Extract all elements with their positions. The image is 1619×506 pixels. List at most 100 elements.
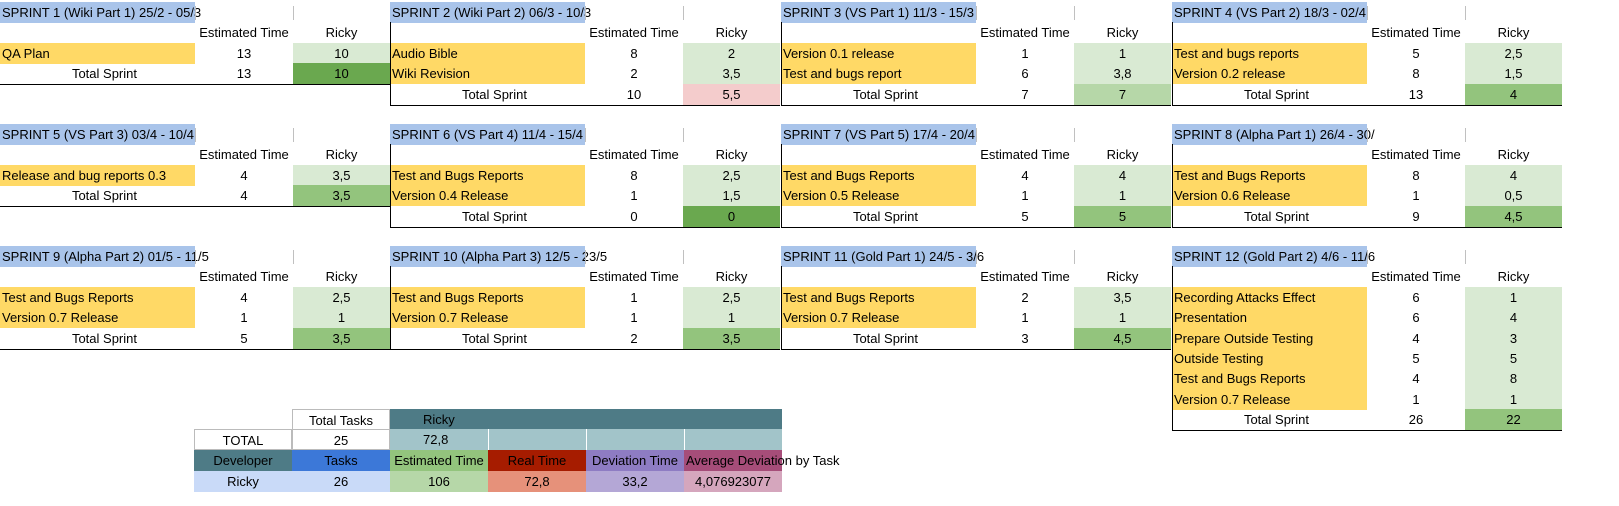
task-real-time[interactable]: 4 — [1074, 164, 1171, 186]
task-estimated-time[interactable]: 8 — [1412, 167, 1420, 183]
task-estimated-time[interactable]: 1 — [630, 310, 638, 326]
task-real-time[interactable]: 4 — [1465, 164, 1562, 186]
task-name[interactable]: Wiki Revision — [390, 63, 585, 85]
sprint-title[interactable]: SPRINT 7 (VS Part 5) 17/4 - 20/4 — [781, 124, 976, 145]
total-sprint-estimated[interactable]: 2 — [630, 330, 638, 346]
task-estimated-time[interactable]: 4 — [1021, 167, 1029, 183]
task-estimated-time[interactable]: 8 — [630, 167, 638, 183]
task-estimated-time[interactable]: 5 — [1412, 45, 1420, 61]
summary-header-3[interactable]: Real Time — [488, 450, 586, 471]
task-real-time[interactable]: 5 — [1465, 348, 1562, 369]
task-name[interactable]: Prepare Outside Testing — [1172, 327, 1367, 349]
total-sprint-estimated[interactable]: 10 — [626, 86, 642, 102]
task-name[interactable]: Version 0.7 Release — [390, 307, 585, 329]
task-name[interactable]: Version 0.4 Release — [390, 185, 585, 207]
total-sprint-estimated[interactable]: 0 — [630, 208, 638, 224]
task-estimated-time[interactable]: 6 — [1412, 310, 1420, 326]
task-real-time[interactable]: 1 — [1465, 286, 1562, 308]
task-real-time[interactable]: 2,5 — [1465, 42, 1562, 64]
task-estimated-time[interactable]: 1 — [1021, 45, 1029, 61]
task-estimated-time[interactable]: 13 — [236, 45, 252, 61]
task-estimated-time[interactable]: 1 — [1412, 188, 1420, 204]
task-estimated-time[interactable]: 1 — [630, 188, 638, 204]
sprint-title[interactable]: SPRINT 2 (Wiki Part 2) 06/3 - 10/3 — [390, 2, 591, 23]
total-sprint-estimated[interactable]: 5 — [240, 330, 248, 346]
summary-value-5[interactable]: 4,076923077 — [684, 471, 782, 492]
task-real-time[interactable]: 10 — [293, 42, 390, 64]
task-estimated-time[interactable]: 5 — [1412, 351, 1420, 366]
task-estimated-time[interactable]: 4 — [240, 289, 248, 305]
task-estimated-time[interactable]: 1 — [1412, 391, 1420, 407]
task-name[interactable]: Version 0.1 release — [781, 42, 976, 64]
task-estimated-time[interactable]: 1 — [1021, 188, 1029, 204]
task-real-time[interactable]: 2,5 — [683, 286, 780, 308]
task-estimated-time[interactable]: 1 — [1021, 310, 1029, 326]
task-real-time[interactable]: 2 — [683, 42, 780, 64]
total-sprint-estimated[interactable]: 13 — [1408, 86, 1424, 102]
total-sprint-real[interactable]: 5,5 — [683, 83, 780, 105]
task-estimated-time[interactable]: 4 — [240, 167, 248, 183]
total-sprint-estimated[interactable]: 9 — [1412, 208, 1420, 224]
task-real-time[interactable]: 1 — [1074, 185, 1171, 207]
sprint-title[interactable]: SPRINT 9 (Alpha Part 2) 01/5 - 11/5 — [0, 246, 209, 267]
total-sprint-real[interactable]: 4 — [1465, 83, 1562, 105]
total-sprint-real[interactable]: 0 — [683, 205, 780, 227]
summary-header-0[interactable]: Developer — [194, 450, 292, 471]
task-estimated-time[interactable]: 8 — [630, 45, 638, 61]
task-name[interactable]: Outside Testing — [1172, 348, 1367, 369]
summary-value-0[interactable]: Ricky — [194, 471, 292, 492]
task-estimated-time[interactable]: 1 — [630, 289, 638, 305]
task-name[interactable]: Test and Bugs Reports — [781, 286, 976, 308]
task-real-time[interactable]: 2,5 — [293, 286, 390, 308]
sprint-title[interactable]: SPRINT 5 (VS Part 3) 03/4 - 10/4 — [0, 124, 195, 145]
task-real-time[interactable]: 1 — [1074, 307, 1171, 329]
summary-value-1[interactable]: 26 — [292, 471, 390, 492]
task-real-time[interactable]: 0,5 — [1465, 185, 1562, 207]
task-name[interactable]: Version 0.2 release — [1172, 63, 1367, 85]
task-real-time[interactable]: 1 — [683, 307, 780, 329]
task-real-time[interactable]: 4 — [1465, 307, 1562, 329]
task-name[interactable]: Audio Bible — [390, 42, 585, 64]
task-name[interactable]: Presentation — [1172, 307, 1367, 329]
task-name[interactable]: Test and bugs report — [781, 63, 976, 85]
task-real-time[interactable]: 1 — [1465, 388, 1562, 410]
task-name[interactable]: Version 0.7 Release — [0, 307, 195, 329]
sprint-title[interactable]: SPRINT 10 (Alpha Part 3) 12/5 - 23/5 — [390, 246, 607, 267]
task-estimated-time[interactable]: 4 — [1412, 330, 1420, 346]
task-estimated-time[interactable]: 2 — [630, 66, 638, 82]
task-estimated-time[interactable]: 1 — [240, 310, 248, 326]
task-name[interactable]: Version 0.5 Release — [781, 185, 976, 207]
task-real-time[interactable]: 1,5 — [1465, 63, 1562, 85]
task-real-time[interactable]: 8 — [1465, 368, 1562, 390]
total-sprint-estimated[interactable]: 4 — [240, 188, 248, 204]
task-name[interactable]: Recording Attacks Effect — [1172, 286, 1367, 308]
task-real-time[interactable]: 3,8 — [1074, 63, 1171, 85]
summary-developer-header[interactable]: Ricky — [390, 409, 782, 430]
task-name[interactable]: Version 0.7 Release — [781, 307, 976, 329]
total-sprint-estimated[interactable]: 13 — [236, 66, 252, 82]
task-real-time[interactable]: 3 — [1465, 327, 1562, 349]
task-name[interactable]: Test and Bugs Reports — [1172, 164, 1367, 186]
sprint-title[interactable]: SPRINT 1 (Wiki Part 1) 25/2 - 05/3 — [0, 2, 201, 23]
task-estimated-time[interactable]: 2 — [1021, 289, 1029, 305]
total-sprint-real[interactable]: 3,5 — [293, 185, 390, 207]
total-sprint-real[interactable]: 3,5 — [683, 327, 780, 349]
summary-total-tasks[interactable]: 25 — [292, 429, 390, 450]
total-sprint-real[interactable]: 7 — [1074, 83, 1171, 105]
summary-value-3[interactable]: 72,8 — [488, 471, 586, 492]
task-name[interactable]: Test and Bugs Reports — [0, 286, 195, 308]
task-name[interactable]: Test and Bugs Reports — [1172, 368, 1367, 390]
task-name[interactable]: Test and Bugs Reports — [781, 164, 976, 186]
total-sprint-estimated[interactable]: 26 — [1408, 412, 1424, 428]
task-name[interactable]: Test and Bugs Reports — [390, 164, 585, 186]
sprint-title[interactable]: SPRINT 3 (VS Part 1) 11/3 - 15/3 — [781, 2, 976, 23]
task-name[interactable]: QA Plan — [0, 42, 195, 64]
task-real-time[interactable]: 3,5 — [683, 63, 780, 85]
total-tasks-label[interactable]: Total Tasks — [292, 409, 390, 430]
task-estimated-time[interactable]: 6 — [1412, 289, 1420, 305]
total-sprint-real[interactable]: 4,5 — [1465, 205, 1562, 227]
task-name[interactable]: Release and bug reports 0.3 — [0, 164, 195, 186]
task-name[interactable]: Test and bugs reports — [1172, 42, 1367, 64]
total-sprint-real[interactable]: 5 — [1074, 205, 1171, 227]
summary-header-2[interactable]: Estimated Time — [390, 450, 488, 471]
